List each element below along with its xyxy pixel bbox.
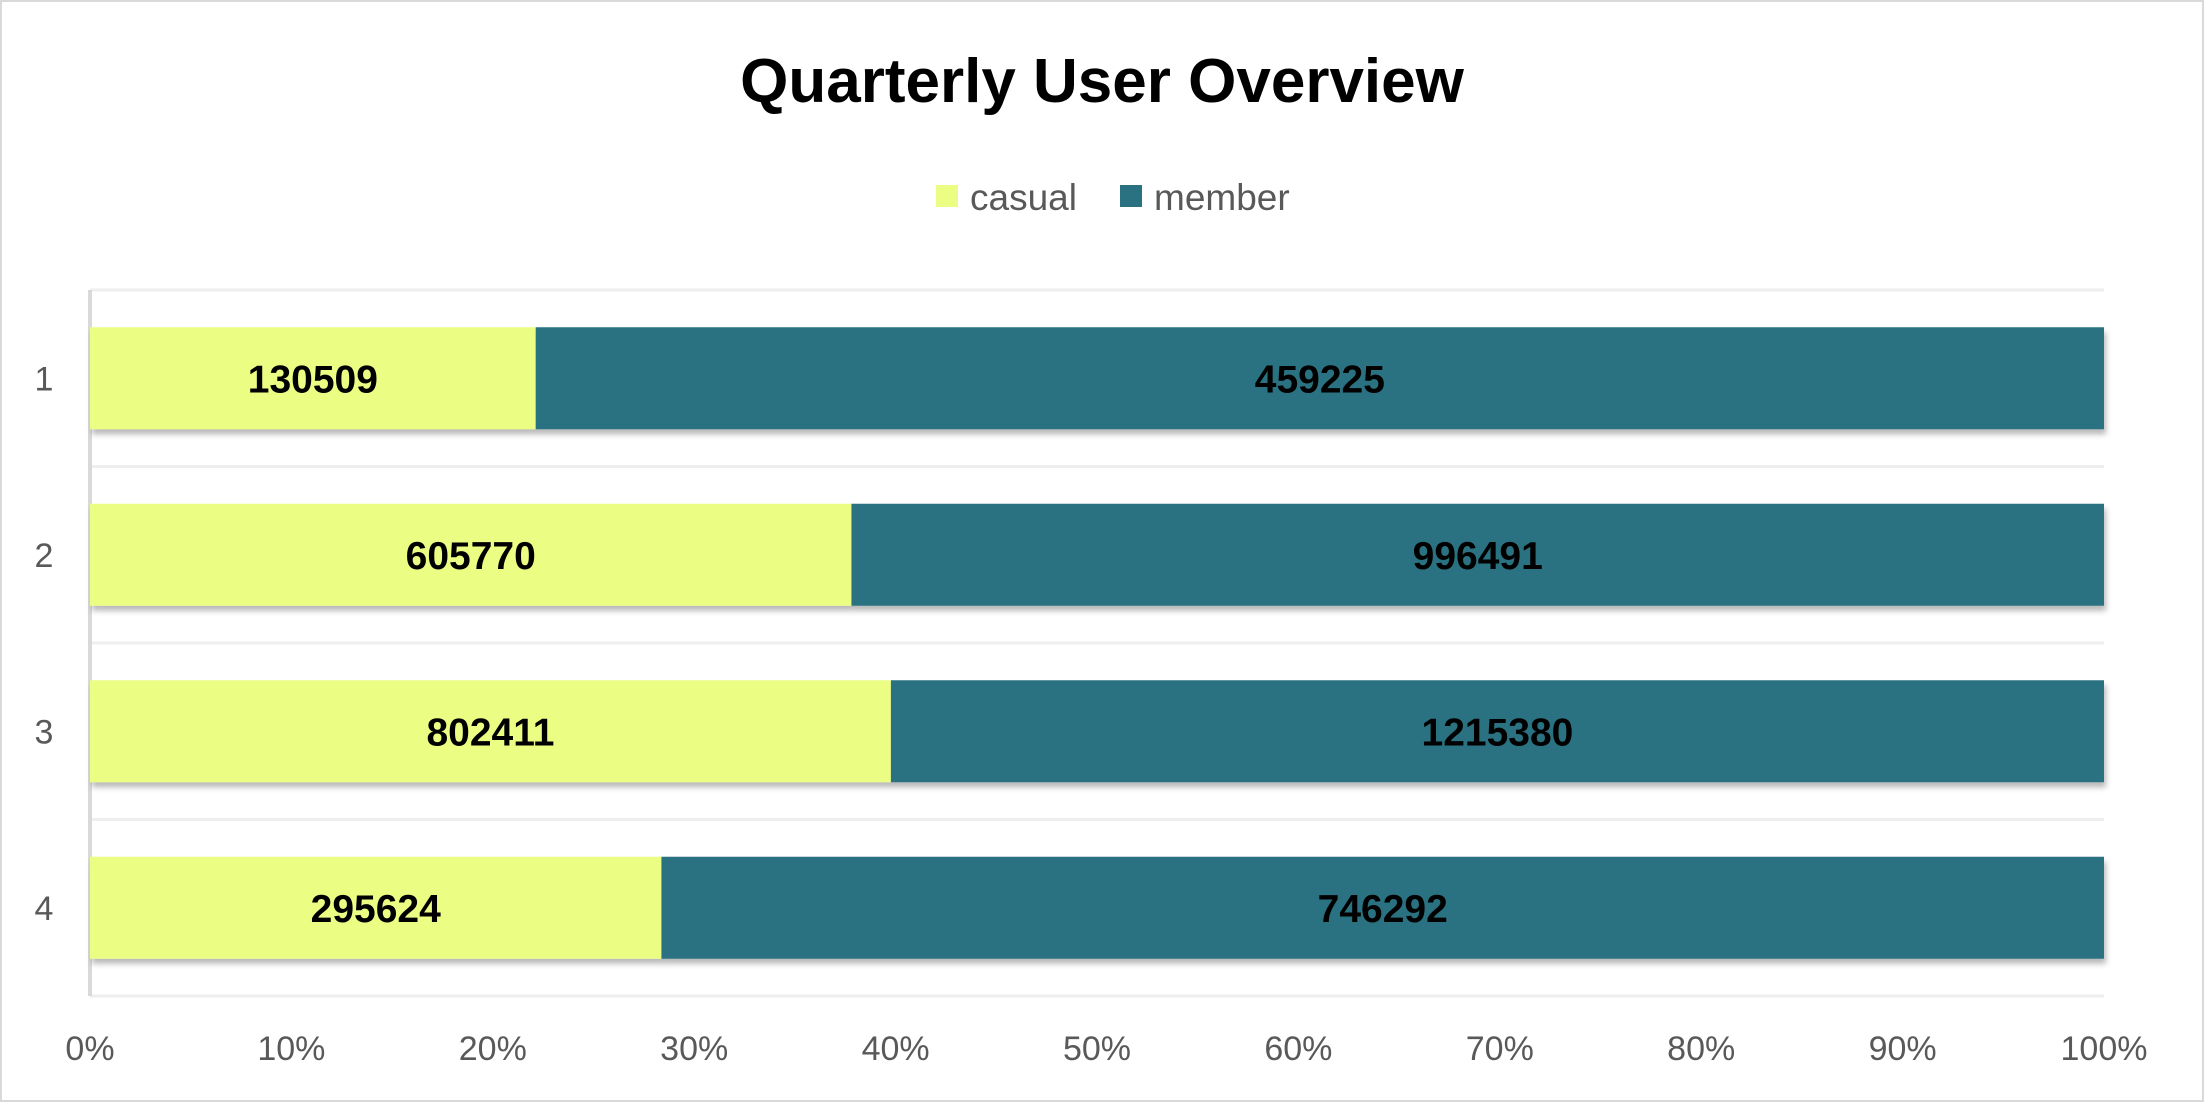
- x-tick-label: 10%: [257, 1030, 325, 1068]
- bars: 130509 459225 605770 996491 802411 1215380 295…: [90, 327, 2104, 959]
- bar-member-4: [661, 856, 2104, 959]
- bar-casual-1: [90, 327, 536, 430]
- x-tick-label: 60%: [1264, 1030, 1332, 1068]
- x-tick-label: 80%: [1667, 1030, 1735, 1068]
- category-label-1: 1: [35, 360, 54, 398]
- category-axis: 1 2 3 4: [35, 360, 54, 928]
- legend-label-casual: casual: [970, 177, 1077, 218]
- x-tick-label: 70%: [1466, 1030, 1534, 1068]
- legend: casual member: [936, 177, 1290, 218]
- value-axis: 0% 10% 20% 30% 40% 50% 60% 70% 80% 90% 100%: [65, 1030, 2147, 1068]
- x-tick-label: 0%: [65, 1030, 114, 1068]
- bar-member-1: [535, 327, 2104, 430]
- bar-casual-4: [90, 856, 662, 959]
- data-label-member-1: 459225: [1255, 358, 1385, 401]
- legend-label-member: member: [1154, 177, 1290, 218]
- bar-row-4: [90, 856, 2104, 959]
- bar-row-2: [90, 503, 2104, 606]
- data-label-casual-3: 802411: [426, 711, 554, 754]
- x-tick-label: 30%: [660, 1030, 728, 1068]
- bar-row-1: [90, 327, 2104, 430]
- bar-row-3: [90, 680, 2104, 783]
- x-tick-label: 90%: [1869, 1030, 1937, 1068]
- data-label-member-4: 746292: [1318, 888, 1448, 931]
- bar-member-3: [890, 680, 2104, 783]
- legend-swatch-member: [1120, 185, 1142, 207]
- data-label-casual-1: 130509: [248, 358, 378, 401]
- category-label-2: 2: [35, 537, 54, 575]
- x-tick-label: 20%: [459, 1030, 527, 1068]
- chart-title: Quarterly User Overview: [740, 47, 1464, 116]
- data-label-casual-4: 295624: [311, 888, 441, 931]
- x-tick-label: 50%: [1063, 1030, 1131, 1068]
- bar-member-2: [851, 503, 2104, 606]
- legend-swatch-casual: [936, 185, 958, 207]
- x-tick-label: 100%: [2061, 1030, 2148, 1068]
- x-tick-label: 40%: [862, 1030, 930, 1068]
- category-label-3: 3: [35, 713, 54, 751]
- bar-casual-2: [90, 503, 852, 606]
- data-label-casual-2: 605770: [406, 535, 536, 578]
- bar-casual-3: [90, 680, 891, 783]
- data-label-member-2: 996491: [1413, 535, 1543, 578]
- category-label-4: 4: [35, 890, 54, 928]
- data-label-member-3: 1215380: [1422, 711, 1574, 754]
